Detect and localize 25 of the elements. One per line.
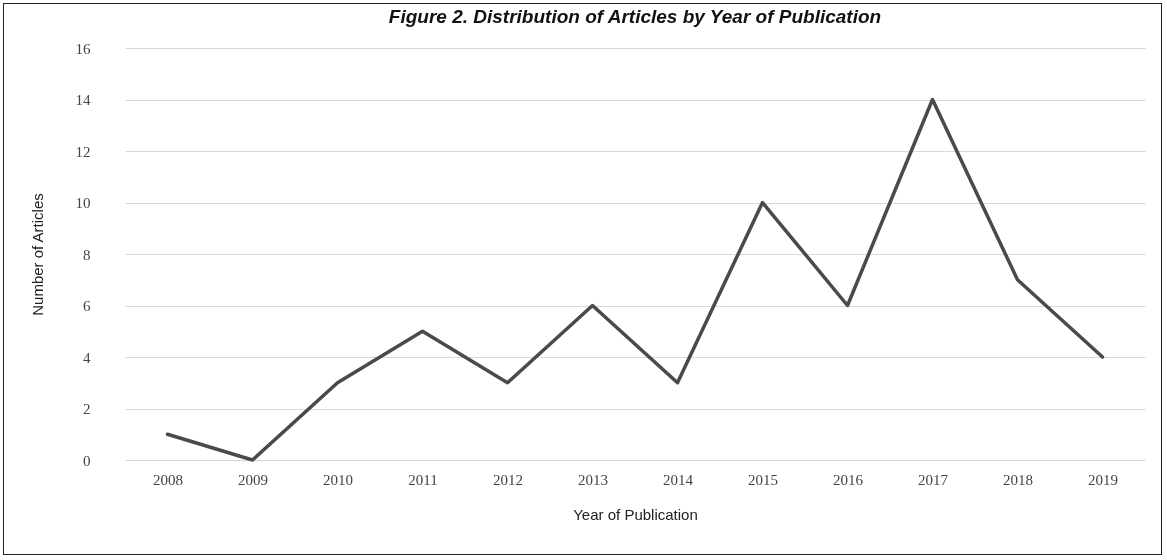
line-series xyxy=(165,97,1105,462)
x-tick-label: 2016 xyxy=(833,471,864,488)
x-tick-label: 2012 xyxy=(493,471,523,488)
x-tick-label: 2008 xyxy=(153,471,183,488)
x-tick-label: 2019 xyxy=(1088,471,1118,488)
y-tick-label: 8 xyxy=(83,246,91,263)
y-tick-label: 16 xyxy=(75,40,91,57)
y-tick-label: 14 xyxy=(75,92,91,108)
y-tick-label: 6 xyxy=(83,298,91,314)
x-tick-label: 2015 xyxy=(748,471,778,488)
y-tick-label: 12 xyxy=(75,143,91,160)
y-tick-label: 0 xyxy=(83,452,91,469)
x-tick-label: 2013 xyxy=(578,471,608,488)
x-axis-title: Year of Publication xyxy=(573,505,698,523)
x-tick-label: 2010 xyxy=(323,471,353,488)
y-tick-label: 2 xyxy=(83,401,91,417)
y-tick-label: 10 xyxy=(75,195,91,211)
y-tick-label: 4 xyxy=(83,349,91,366)
x-tick-label: 2011 xyxy=(408,471,438,488)
y-axis-title: Number of Articles xyxy=(28,193,46,316)
x-tick-label: 2017 xyxy=(918,471,949,488)
x-tick-label: 2014 xyxy=(663,471,694,488)
x-tick-label: 2009 xyxy=(238,471,268,488)
chart-title: Figure 2. Distribution of Articles by Year of Publication xyxy=(388,6,882,27)
x-tick-label: 2018 xyxy=(1003,471,1033,488)
